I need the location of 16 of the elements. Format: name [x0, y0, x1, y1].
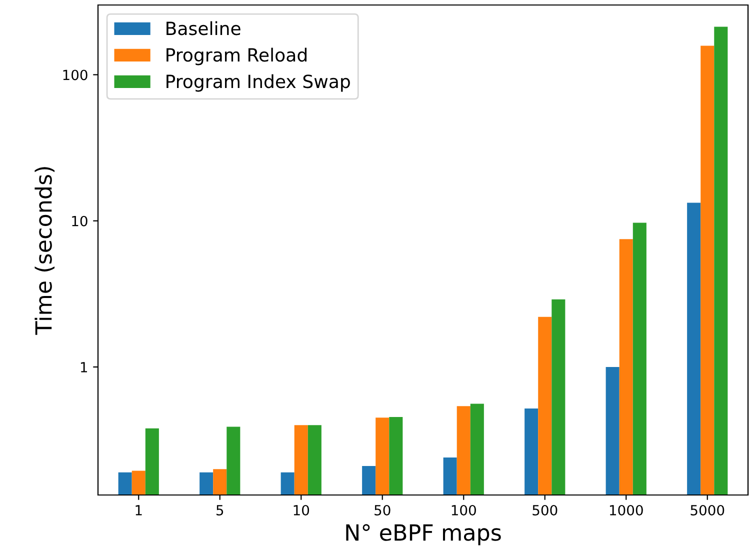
y-tick-label: 10 — [72, 216, 88, 226]
x-tick-label: 10 — [294, 504, 310, 516]
y-tick-label: 100 — [63, 70, 88, 80]
x-tick-label: 5000 — [690, 504, 724, 516]
x-axis-title: N° eBPF maps — [346, 524, 501, 546]
x-tick-label: 1000 — [610, 504, 643, 516]
legend-label: Program Index Swap — [166, 74, 350, 92]
y-axis-title: Time (seconds) — [34, 167, 55, 335]
legend-label: Baseline — [166, 21, 240, 36]
y-tick-label: 1 — [80, 362, 87, 372]
legend-label: Program Reload — [166, 48, 307, 66]
x-tick-label: 100 — [452, 504, 476, 516]
x-tick-label: 500 — [532, 504, 558, 516]
x-tick-label: 50 — [374, 504, 390, 516]
x-tick-label: 5 — [216, 505, 224, 516]
x-tick-label: 1 — [136, 505, 142, 516]
